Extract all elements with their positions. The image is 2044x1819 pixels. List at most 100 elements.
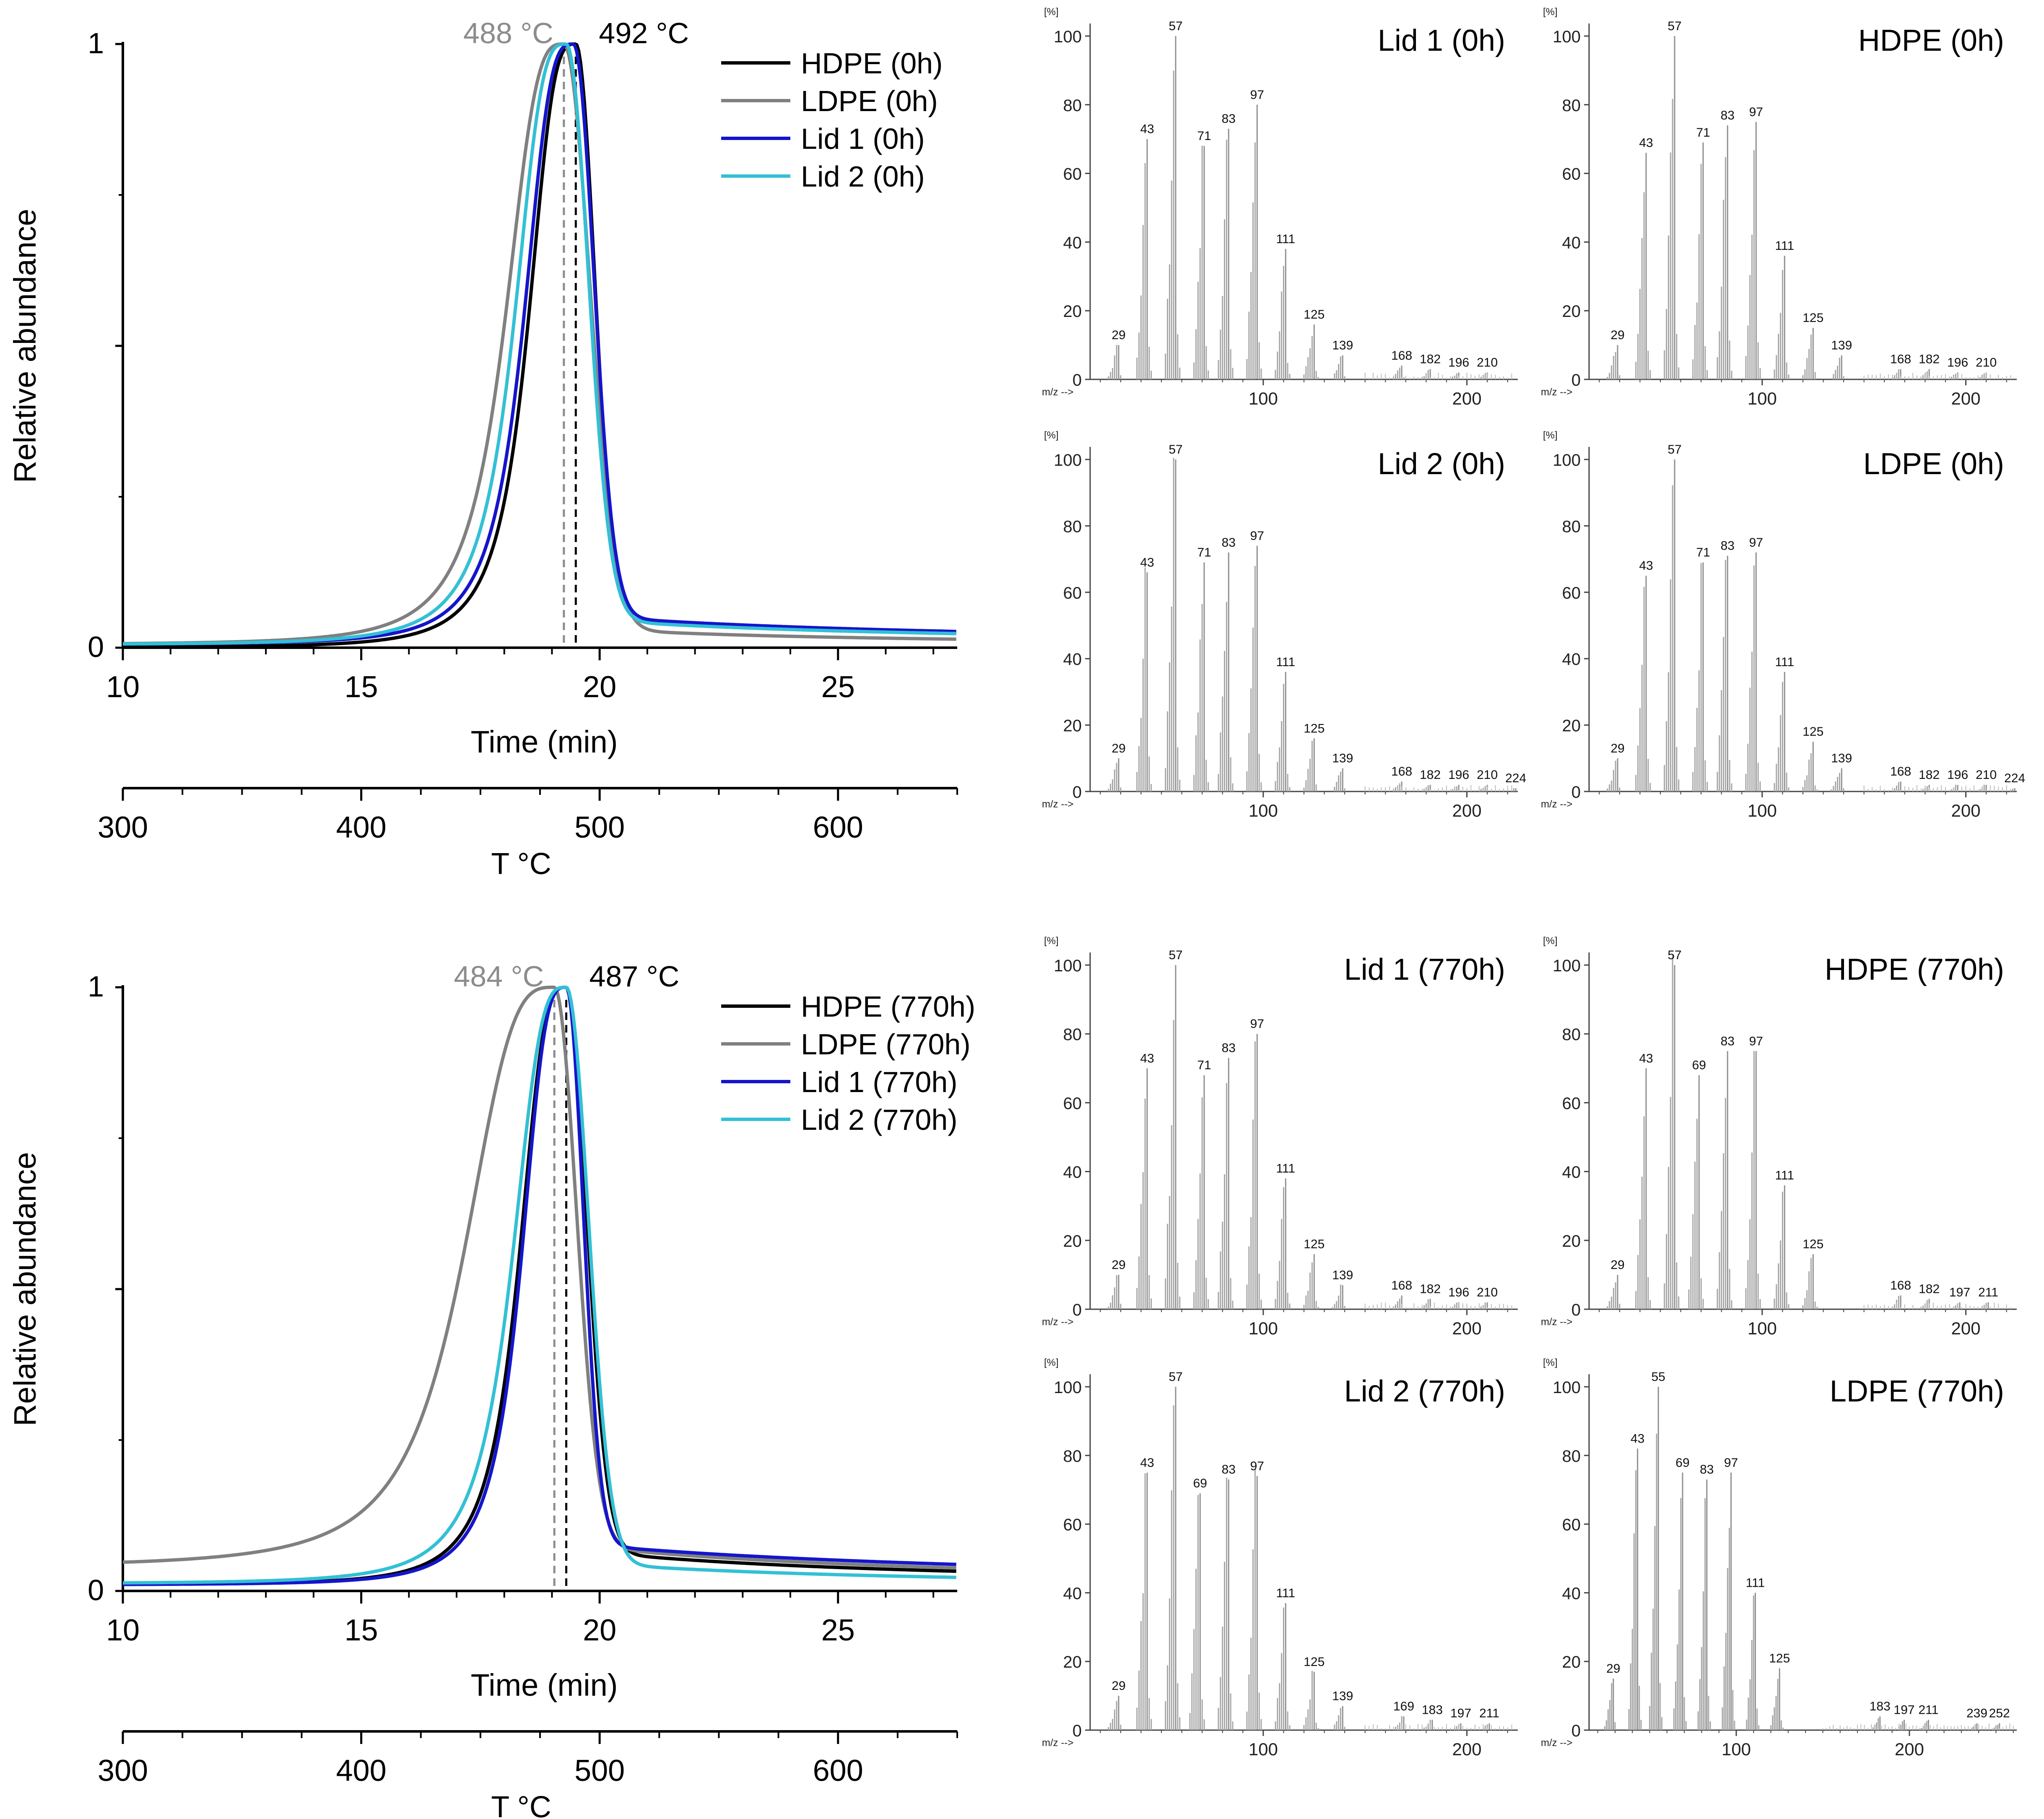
temperature-tick-label: 400 — [336, 811, 387, 844]
mass-spectrum-panel-3: 0 20 40 60 80 100 [%] m/z --> 100 200 Lid 2 (0h) 29… — [1042, 430, 1526, 820]
spectrum-peak-label: 125 — [1802, 311, 1823, 325]
series-line-lid-2-770h — [123, 986, 956, 1585]
spectrum-x-tick-label: 100 — [1748, 389, 1777, 408]
spectrum-y-unit: [%] — [1044, 935, 1059, 947]
spectrum-peak-label: 57 — [1667, 443, 1681, 457]
legend-entry: Lid 2 (770h) — [801, 1103, 958, 1136]
spectrum-y-unit: [%] — [1543, 935, 1558, 947]
spectrum-peak-label: 196 — [1947, 356, 1968, 370]
spectrum-peak-label: 43 — [1140, 1051, 1154, 1065]
spectrum-y-tick-label: 60 — [1063, 1516, 1082, 1534]
spectrum-peak-label: 29 — [1610, 328, 1624, 342]
spectrum-peak-label: 83 — [1222, 1463, 1236, 1476]
series-line-lid-1-770h — [123, 986, 956, 1586]
mass-spectrum-panel-7: 0 20 40 60 80 100 [%] m/z --> 100 200 Lid 2 (770h)… — [1042, 1357, 1518, 1759]
spectrum-x-tick-label: 200 — [1951, 801, 1981, 820]
spectrum-y-tick-label: 0 — [1571, 1722, 1581, 1740]
spectrum-peak-label: 224 — [1505, 771, 1526, 785]
spectrum-y-tick-label: 40 — [1562, 234, 1581, 252]
spectrum-peak-label: 196 — [1448, 768, 1469, 782]
spectrum-peak-label: 252 — [1989, 1707, 2010, 1720]
y-tick-label: 0 — [88, 1574, 104, 1606]
mass-spectrum-panel-5: 0 20 40 60 80 100 [%] m/z --> 100 200 Lid 1 (770h)… — [1042, 935, 1518, 1338]
legend-entry: Lid 2 (0h) — [801, 160, 925, 193]
spectrum-peak-label: 182 — [1420, 1282, 1441, 1296]
spectrum-peak-label: 125 — [1304, 1238, 1325, 1251]
spectrum-peak-label: 183 — [1870, 1700, 1891, 1713]
spectrum-title: HDPE (0h) — [1858, 24, 2004, 57]
legend-entry: LDPE (770h) — [801, 1028, 971, 1061]
spectrum-peak-label: 168 — [1391, 1279, 1412, 1292]
spectrum-title: HDPE (770h) — [1825, 953, 2004, 986]
spectrum-y-tick-label: 80 — [1562, 517, 1581, 536]
spectrum-peak-label: 111 — [1775, 655, 1794, 669]
spectrum-y-tick-label: 20 — [1562, 717, 1581, 735]
spectrum-peak-label: 29 — [1112, 1679, 1125, 1693]
peak-temperature-label: 487 °C — [590, 960, 680, 993]
spectrum-peak-label: 83 — [1721, 109, 1735, 122]
spectrum-y-tick-label: 20 — [1063, 302, 1082, 321]
spectrum-y-tick-label: 80 — [1562, 1025, 1581, 1044]
chromatogram-panel-1: 0 1 10 15 20 25 Time (min) Relative abundance 30… — [8, 17, 958, 881]
spectrum-x-unit: m/z --> — [1042, 1316, 1073, 1328]
spectrum-x-tick-label: 100 — [1722, 1739, 1751, 1759]
spectrum-y-tick-label: 40 — [1063, 1163, 1082, 1182]
spectrum-peak-label: 111 — [1746, 1576, 1765, 1590]
spectrum-y-tick-label: 0 — [1571, 1301, 1581, 1319]
spectrum-peak-label: 43 — [1631, 1432, 1644, 1445]
spectrum-peak-label: 139 — [1332, 1269, 1353, 1282]
spectrum-peak-label: 29 — [1112, 328, 1125, 342]
spectrum-y-tick-label: 60 — [1063, 584, 1082, 602]
spectrum-peak-label: 111 — [1276, 1162, 1295, 1175]
spectrum-peak-label: 57 — [1169, 443, 1182, 457]
spectrum-peak-label: 182 — [1420, 768, 1441, 782]
spectrum-peak-label: 182 — [1919, 352, 1940, 366]
spectrum-peak-label: 97 — [1749, 105, 1763, 119]
spectrum-x-unit: m/z --> — [1042, 799, 1073, 810]
temperature-tick-label: 400 — [336, 1754, 387, 1788]
spectrum-peak-label: 97 — [1749, 536, 1763, 550]
spectrum-peak-label: 97 — [1250, 1017, 1264, 1031]
series-line-ldpe-770h — [122, 986, 956, 1570]
spectrum-peak-label: 83 — [1721, 1034, 1735, 1048]
spectrum-x-tick-label: 200 — [1452, 389, 1482, 408]
spectrum-peak-label: 97 — [1250, 529, 1264, 543]
mass-spectrum-panel-6: 0 20 40 60 80 100 [%] m/z --> 100 200 HDPE (770h) 2… — [1541, 935, 2017, 1338]
spectrum-y-tick-label: 20 — [1562, 302, 1581, 321]
y-axis-label: Relative abundance — [8, 1152, 42, 1426]
spectrum-y-tick-label: 100 — [1553, 957, 1581, 975]
spectrum-y-tick-label: 80 — [1063, 96, 1082, 115]
spectrum-peak-label: 139 — [1332, 1689, 1353, 1703]
spectrum-peak-label: 169 — [1393, 1700, 1414, 1713]
spectrum-y-tick-label: 60 — [1562, 1516, 1581, 1534]
spectrum-peak-label: 182 — [1420, 352, 1441, 366]
spectrum-y-tick-label: 60 — [1562, 165, 1581, 184]
spectrum-peak-label: 111 — [1276, 655, 1295, 669]
spectrum-peak-label: 83 — [1700, 1463, 1714, 1476]
spectrum-y-tick-label: 80 — [1063, 1447, 1082, 1466]
spectrum-peak-label: 125 — [1802, 725, 1823, 739]
spectrum-peak-label: 210 — [1477, 768, 1498, 782]
spectrum-peak-label: 43 — [1639, 1051, 1653, 1065]
spectrum-peak-label: 71 — [1696, 126, 1710, 140]
spectrum-peak-label: 97 — [1724, 1456, 1738, 1470]
spectrum-peak-label: 57 — [1667, 948, 1681, 962]
mass-spectrum-panel-1: 0 20 40 60 80 100 [%] m/z --> 100 200 Lid 1 (0h) 29… — [1042, 6, 1518, 408]
spectrum-peak-label: 168 — [1391, 765, 1412, 778]
spectrum-title: LDPE (770h) — [1830, 1375, 2004, 1408]
spectrum-y-tick-label: 60 — [1562, 1094, 1581, 1113]
spectrum-peak-label: 29 — [1606, 1662, 1620, 1676]
mass-spectrum-panel-8: 0 20 40 60 80 100 [%] m/z --> 100 200 LDPE (770h) 2… — [1541, 1357, 2017, 1759]
mass-spectrum-panel-4: 0 20 40 60 80 100 [%] m/z --> 100 200 LDPE (0h) 29 4… — [1541, 430, 2025, 820]
spectrum-x-unit: m/z --> — [1541, 1737, 1572, 1749]
spectrum-peak-label: 211 — [1918, 1703, 1938, 1717]
spectrum-x-tick-label: 100 — [1748, 1318, 1777, 1338]
spectrum-peak-label: 183 — [1422, 1703, 1443, 1717]
spectrum-x-tick-label: 200 — [1452, 1318, 1482, 1338]
spectrum-peak-label: 197 — [1450, 1707, 1471, 1720]
spectrum-peak-label: 111 — [1276, 232, 1295, 246]
spectrum-y-tick-label: 100 — [1553, 451, 1581, 470]
spectrum-peak-label: 29 — [1610, 742, 1624, 755]
temperature-tick-label: 300 — [98, 811, 148, 844]
legend-entry: HDPE (0h) — [801, 47, 943, 80]
